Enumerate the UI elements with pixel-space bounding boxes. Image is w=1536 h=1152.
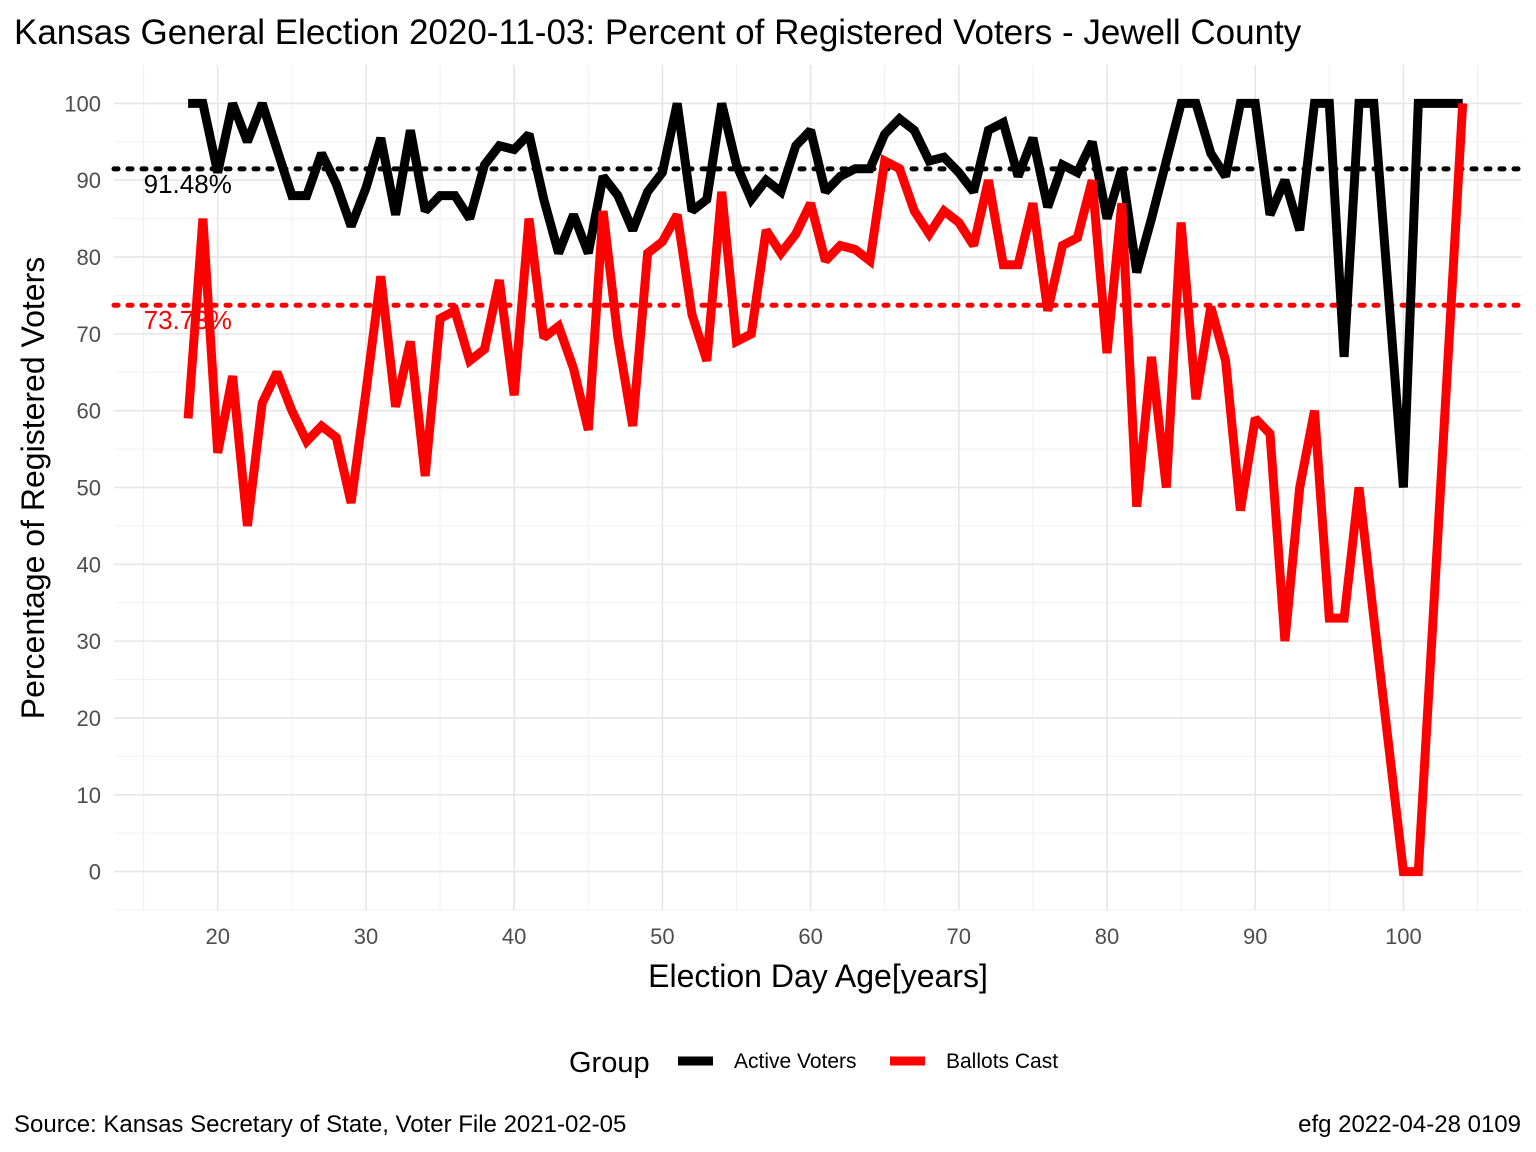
x-tick-label: 30 bbox=[354, 924, 378, 949]
series-lines bbox=[183, 98, 1468, 877]
credit-caption: efg 2022-04-28 0109 bbox=[1298, 1111, 1521, 1138]
y-tick-label: 70 bbox=[77, 322, 101, 347]
y-tick-label: 60 bbox=[77, 399, 101, 424]
x-tick-label: 40 bbox=[502, 924, 526, 949]
x-tick-label: 100 bbox=[1385, 924, 1422, 949]
x-tick-label: 20 bbox=[206, 924, 230, 949]
reference-label: 73.73% bbox=[144, 305, 232, 335]
legend-title: Group bbox=[569, 1047, 650, 1079]
grid bbox=[114, 65, 1522, 911]
y-tick-label: 0 bbox=[89, 860, 101, 885]
x-tick-label: 50 bbox=[650, 924, 674, 949]
reference-label: 91.48% bbox=[144, 169, 232, 199]
reference-labels: 91.48% 73.73% bbox=[144, 169, 232, 335]
legend: Group Active Voters Ballots Cast bbox=[569, 1047, 1058, 1079]
y-tick-label: 10 bbox=[77, 783, 101, 808]
legend-label-ballots-cast: Ballots Cast bbox=[946, 1050, 1058, 1073]
y-tick-label: 90 bbox=[77, 168, 101, 193]
y-tick-label: 40 bbox=[77, 552, 101, 577]
y-tick-label: 80 bbox=[77, 245, 101, 270]
y-tick-label: 100 bbox=[64, 91, 101, 116]
series-line-ballots-cast bbox=[183, 103, 1468, 877]
y-tick-label: 20 bbox=[77, 706, 101, 731]
x-tick-label: 60 bbox=[798, 924, 822, 949]
y-tick-label: 30 bbox=[77, 629, 101, 654]
x-tick-label: 90 bbox=[1243, 924, 1267, 949]
legend-label-active-voters: Active Voters bbox=[734, 1050, 857, 1073]
x-tick-label: 70 bbox=[947, 924, 971, 949]
source-caption: Source: Kansas Secretary of State, Voter… bbox=[14, 1111, 626, 1138]
x-axis-title: Election Day Age[years] bbox=[648, 958, 988, 994]
x-tick-label: 80 bbox=[1095, 924, 1119, 949]
y-axis-title: Percentage of Registered Voters bbox=[15, 257, 51, 720]
x-tick-labels: 20 30 40 50 60 70 80 90 100 bbox=[206, 924, 1422, 949]
y-tick-label: 50 bbox=[77, 476, 101, 501]
y-tick-labels: 0 10 20 30 40 50 60 70 80 90 100 bbox=[64, 91, 101, 884]
chart-title: Kansas General Election 2020-11-03: Perc… bbox=[14, 13, 1302, 52]
series-line-active-voters bbox=[188, 98, 1463, 488]
